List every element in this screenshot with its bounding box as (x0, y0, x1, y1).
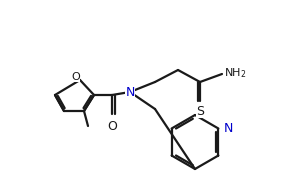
Text: S: S (196, 105, 204, 118)
Text: N: N (125, 85, 135, 98)
Text: O: O (107, 120, 117, 133)
Text: O: O (72, 72, 80, 82)
Text: N: N (224, 122, 233, 135)
Text: NH$_2$: NH$_2$ (224, 66, 246, 80)
